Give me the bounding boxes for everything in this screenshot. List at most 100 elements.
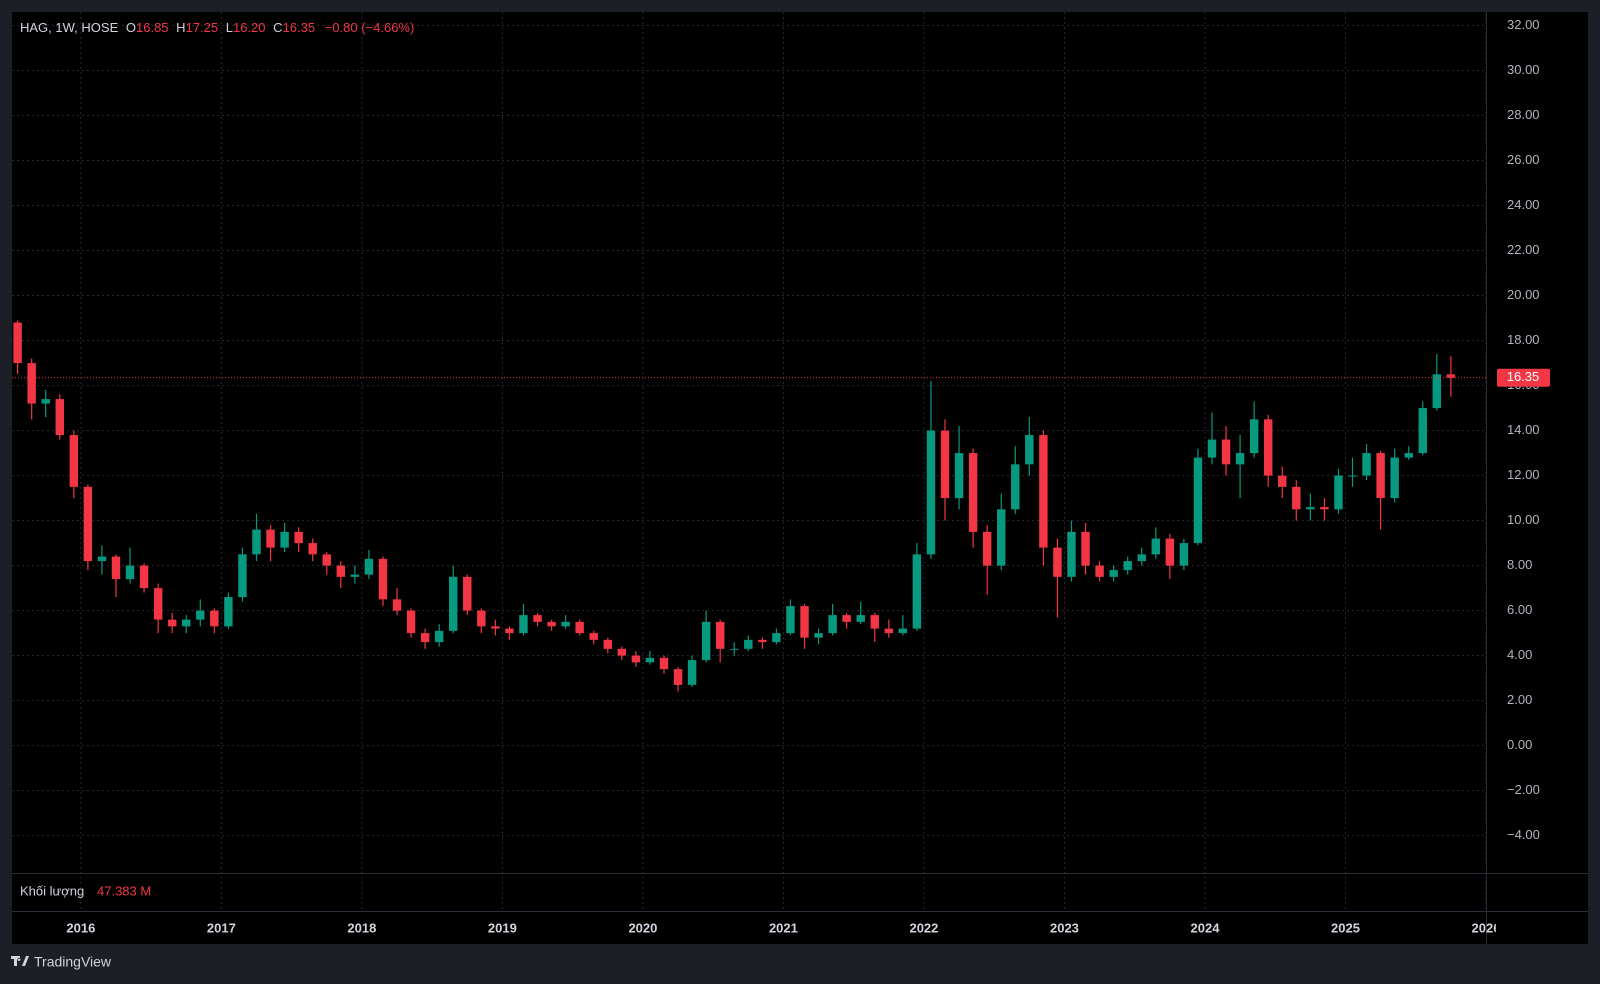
candle-body bbox=[575, 621, 584, 634]
candle-body bbox=[744, 639, 753, 649]
x-tick-label: 2023 bbox=[1050, 920, 1079, 935]
low-value: 16.20 bbox=[233, 20, 266, 35]
legend-header: HAG, 1W, HOSE O16.85 H17.25 L16.20 C16.3… bbox=[20, 20, 414, 35]
y-tick-label: 24.00 bbox=[1507, 197, 1540, 212]
candle-body bbox=[477, 610, 486, 627]
x-tick-label: 2024 bbox=[1191, 920, 1221, 935]
candle-body bbox=[1165, 538, 1175, 566]
candle-body bbox=[687, 660, 697, 685]
candle-body bbox=[701, 621, 711, 661]
candle-body bbox=[322, 554, 331, 566]
last-price-tag bbox=[1497, 368, 1550, 387]
candle-body bbox=[603, 639, 612, 649]
high-value: 17.25 bbox=[186, 20, 219, 35]
x-tick-label: 2020 bbox=[628, 920, 657, 935]
candle-body bbox=[912, 554, 922, 629]
candle-body bbox=[280, 531, 289, 548]
candle-body bbox=[1362, 453, 1371, 476]
candle-body bbox=[294, 531, 303, 544]
candle-body bbox=[364, 558, 374, 575]
candle-body bbox=[1179, 543, 1189, 566]
y-tick-label: 0.00 bbox=[1507, 737, 1532, 752]
candle-body bbox=[1334, 475, 1343, 510]
candle-body bbox=[1446, 374, 1456, 378]
candle-body bbox=[392, 599, 402, 611]
volume-value: 47.383 M bbox=[97, 883, 151, 898]
candle-body bbox=[406, 610, 416, 634]
x-tick-label: 2016 bbox=[66, 920, 95, 935]
candle-body bbox=[1137, 554, 1146, 562]
open-label: O bbox=[126, 20, 136, 35]
symbol: HAG, 1W, HOSE bbox=[20, 20, 119, 35]
candle-body bbox=[1095, 565, 1104, 577]
candle-body bbox=[1278, 475, 1287, 487]
candle-body bbox=[1390, 457, 1399, 499]
candle-body bbox=[153, 588, 163, 620]
x-tick-label: 2017 bbox=[207, 920, 236, 935]
candle-body bbox=[547, 621, 556, 627]
candle-body bbox=[772, 633, 781, 643]
brand-logo bbox=[11, 956, 29, 966]
candle-body bbox=[1221, 439, 1231, 465]
candle-body bbox=[715, 621, 725, 649]
candle-body bbox=[617, 648, 627, 656]
candle-body bbox=[308, 543, 317, 555]
y-tick-label: 30.00 bbox=[1507, 62, 1540, 77]
candle-body bbox=[800, 606, 809, 638]
brand: TradingView bbox=[34, 954, 112, 970]
y-tick-label: 6.00 bbox=[1507, 602, 1532, 617]
candle-body bbox=[1263, 419, 1273, 476]
candle-body bbox=[1151, 538, 1161, 555]
volume-label: Khối lượng bbox=[20, 883, 84, 898]
candle-body bbox=[83, 486, 93, 562]
candle-body bbox=[1109, 570, 1118, 577]
candle-body bbox=[1039, 435, 1048, 548]
y-tick-label: 10.00 bbox=[1507, 512, 1540, 527]
candle-body bbox=[182, 619, 191, 627]
candle-body bbox=[1306, 507, 1315, 510]
candle-body bbox=[505, 628, 514, 634]
candle-body bbox=[1067, 531, 1076, 577]
candle-body bbox=[645, 657, 655, 663]
candle-body bbox=[1011, 464, 1020, 510]
y-tick-label: 12.00 bbox=[1507, 467, 1540, 482]
candle-body bbox=[519, 615, 528, 634]
candle-body bbox=[968, 453, 978, 532]
candle-body bbox=[196, 610, 205, 620]
change: −0.80 (−4.66%) bbox=[325, 20, 415, 35]
candle-body bbox=[1025, 435, 1034, 465]
candle-body bbox=[238, 554, 247, 598]
candle-body bbox=[786, 606, 795, 634]
candle-body bbox=[266, 529, 275, 548]
candle-body bbox=[1376, 453, 1385, 499]
candle-body bbox=[434, 630, 444, 643]
candle-body bbox=[814, 633, 823, 638]
candle-body bbox=[1123, 561, 1132, 571]
candle-body bbox=[69, 435, 79, 487]
y-tick-label: 32.00 bbox=[1507, 17, 1540, 32]
candle-body bbox=[252, 529, 261, 555]
last-price-label: 16.35 bbox=[1507, 369, 1540, 384]
candle-body bbox=[1193, 457, 1203, 544]
candle-body bbox=[210, 610, 219, 627]
candle-body bbox=[1418, 408, 1427, 454]
candle-body bbox=[449, 576, 458, 631]
x-tick-label: 2018 bbox=[347, 920, 376, 935]
candle-body bbox=[1404, 453, 1413, 458]
candle-body bbox=[926, 430, 936, 555]
y-tick-label: 26.00 bbox=[1507, 152, 1540, 167]
candle-body bbox=[1081, 531, 1090, 566]
candle-body bbox=[533, 615, 542, 622]
candle-body bbox=[463, 576, 472, 611]
candle-body bbox=[1320, 507, 1329, 510]
y-tick-label: 22.00 bbox=[1507, 242, 1540, 257]
candle-body bbox=[420, 633, 430, 643]
x-tick-label: 2021 bbox=[769, 920, 798, 935]
candle-body bbox=[659, 657, 669, 670]
y-tick-label: 28.00 bbox=[1507, 107, 1540, 122]
candles bbox=[13, 320, 1456, 692]
candle-body bbox=[97, 556, 107, 562]
candle-body bbox=[336, 565, 346, 577]
candle-body bbox=[631, 655, 641, 663]
